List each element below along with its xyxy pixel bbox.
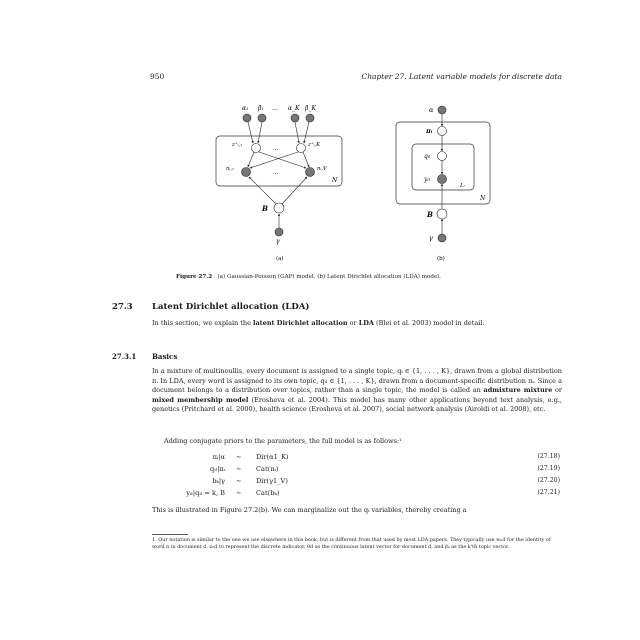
z-left-label: z⁺ᵢ,₁ <box>231 142 242 148</box>
intro-bold-2: LDA <box>358 319 374 327</box>
alpha-label: α <box>429 106 434 114</box>
page-number: 950 <box>150 72 165 81</box>
z-right-label: z⁺ᵢ,K <box>307 142 321 148</box>
alpha-1-node <box>242 113 252 123</box>
eq3-lhs: bₖ|γ <box>212 477 225 485</box>
alpha-k-label: α_K <box>288 105 300 112</box>
subfigure-b-label: (b) <box>437 255 445 262</box>
gamma-label-right: γ <box>429 234 433 242</box>
alpha-node <box>437 105 447 115</box>
b-label-right: B <box>426 210 433 219</box>
intro-bold-1: latent Dirichlet allocation <box>253 319 348 327</box>
n-left-label: nᵢ,₁ <box>226 166 234 172</box>
eq1-number: (27.18) <box>537 453 560 460</box>
beta-1-node <box>257 113 267 123</box>
b-node-right <box>436 208 448 220</box>
z-dots: ... <box>273 146 278 152</box>
eq4-rhs: Cat(bₖ) <box>256 489 280 497</box>
para1-text-2: or <box>552 386 562 395</box>
eq2-number: (27.19) <box>537 465 560 472</box>
top-dots: ··· <box>272 107 278 114</box>
b-node-left <box>273 202 285 214</box>
section-number: 27.3 <box>112 302 133 312</box>
paragraph-3: This is illustrated in Figure 27.2(b). W… <box>152 506 467 514</box>
gamma-node-left <box>274 227 284 237</box>
n-right-node <box>305 167 315 177</box>
alpha-1-label: α₁ <box>242 105 248 112</box>
gamma-label-left: γ <box>276 238 280 245</box>
n-left-node <box>241 167 251 177</box>
lda-model-diagram: N Lᵢ α πᵢ qᵢₗ yᵢₗ B γ (b) <box>395 105 491 262</box>
subsection-number: 27.3.1 <box>112 352 137 361</box>
para1-bold-2: mixed membership model <box>152 395 249 404</box>
beta-1-label: β₁ <box>257 105 264 112</box>
intro-text-1: In this section, we explain the <box>152 319 253 327</box>
footnote: 1. Our notation is similar to the one we… <box>152 537 551 551</box>
footnote-rule <box>152 534 188 535</box>
paragraph-2: Adding conjugate priors to the parameter… <box>164 437 402 445</box>
eq4-number: (27.21) <box>537 489 560 496</box>
para1-text-1: In a mixture of multinoullis, every docu… <box>152 367 562 395</box>
eq1-lhs: πᵢ|α <box>212 453 225 461</box>
running-header: Chapter 27. Latent variable models for d… <box>361 72 562 81</box>
b-label-left: B <box>261 204 268 213</box>
beta-k-label: β_K <box>304 105 316 112</box>
gamma-node-right <box>437 233 447 243</box>
intro-text-3: (Blei et al. 2003) model in detail. <box>373 319 485 327</box>
z-left-node <box>251 143 261 153</box>
intro-paragraph: In this section, we explain the latent D… <box>152 319 562 329</box>
eq1-rel: ∼ <box>236 453 242 461</box>
figure-caption: Figure 27.2 (a) Gaussian-Poisson (GAP) m… <box>176 274 441 280</box>
paragraph-1: In a mixture of multinoullis, every docu… <box>152 367 562 415</box>
q-label: qᵢₗ <box>424 153 431 160</box>
pi-node <box>437 126 447 136</box>
intro-text-2: or <box>347 319 359 327</box>
plate-l-inner <box>411 143 475 191</box>
eq4-rel: ∼ <box>236 489 242 497</box>
beta-k-node <box>305 113 315 123</box>
plate-label-left: N <box>331 177 338 184</box>
eq4-lhs: yᵢₗ|qᵢₗ = k, B <box>186 489 225 497</box>
q-node <box>437 151 447 161</box>
caption-text: (a) Gaussian-Poisson (GAP) model. (b) La… <box>217 274 441 280</box>
plate-n-right <box>395 121 491 205</box>
z-right-node <box>296 143 306 153</box>
n-dots: ... <box>273 170 278 176</box>
subsection-title: Basics <box>152 352 178 361</box>
eq2-rel: ∼ <box>236 465 242 473</box>
pi-label: πᵢ <box>425 127 433 135</box>
eq2-lhs: qᵢₗ|πᵢ <box>209 465 225 473</box>
eq3-number: (27.20) <box>537 477 560 484</box>
alpha-k-node <box>290 113 300 123</box>
plate-n-left <box>215 135 343 187</box>
para1-bold-1: admixture mixture <box>483 386 553 395</box>
gap-model-diagram: N α₁ β₁ ··· α_K β_K z⁺ᵢ,₁ z⁺ᵢ,K ... nᵢ,₁… <box>215 105 343 262</box>
eq3-rhs: Dir(γ1_V) <box>256 477 288 485</box>
section-title: Latent Dirichlet allocation (LDA) <box>152 302 310 312</box>
plate-label-inner: Lᵢ <box>459 183 465 189</box>
subfigure-a-label: (a) <box>276 255 284 262</box>
eq1-rhs: Dir(α1_K) <box>256 453 289 461</box>
para1-text-3: (Erosheva et al. 2004). This model has m… <box>152 395 562 414</box>
y-label: yᵢₗ <box>423 176 431 183</box>
eq2-rhs: Cat(πᵢ) <box>256 465 279 473</box>
n-right-label: nᵢ,V <box>317 166 328 172</box>
y-node <box>437 174 447 184</box>
eq3-rel: ∼ <box>236 477 242 485</box>
plate-label-right: N <box>479 195 486 202</box>
caption-label: Figure 27.2 <box>176 274 213 280</box>
